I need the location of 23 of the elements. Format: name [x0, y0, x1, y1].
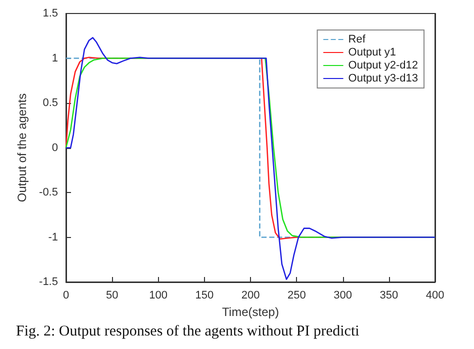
x-tick-label: 300 [334, 290, 352, 302]
x-tick-label: 400 [426, 290, 444, 302]
y-tick-label: -1 [48, 231, 58, 244]
y-tick-label: 0 [52, 142, 58, 154]
legend-label: Ref [348, 34, 366, 46]
legend-label: Output y1 [348, 46, 396, 58]
legend-label: Output y2-d12 [348, 60, 418, 72]
x-axis-title: Time(step) [222, 304, 279, 319]
y-tick-label: 0.5 [42, 97, 58, 109]
x-tick-label: 150 [195, 290, 214, 302]
y-tick-label: -1.5 [39, 276, 58, 288]
x-tick-label: 200 [241, 290, 260, 302]
x-tick-label: 0 [62, 290, 70, 302]
y-tick-label: 1 [52, 52, 58, 64]
x-tick-label: 100 [149, 290, 168, 302]
x-tick-label: 50 [106, 290, 118, 302]
x-tick-label: 250 [287, 290, 306, 302]
y-tick-label: 1.5 [42, 8, 58, 20]
x-tick-label: 350 [380, 290, 398, 302]
y-axis-title: Output of the agents [15, 93, 30, 202]
legend-label: Output y3-d13 [348, 72, 418, 84]
y-tick-label: -0.5 [39, 186, 58, 198]
caption: Fig. 2: Output responses of the agents without PI predicti [16, 324, 360, 340]
